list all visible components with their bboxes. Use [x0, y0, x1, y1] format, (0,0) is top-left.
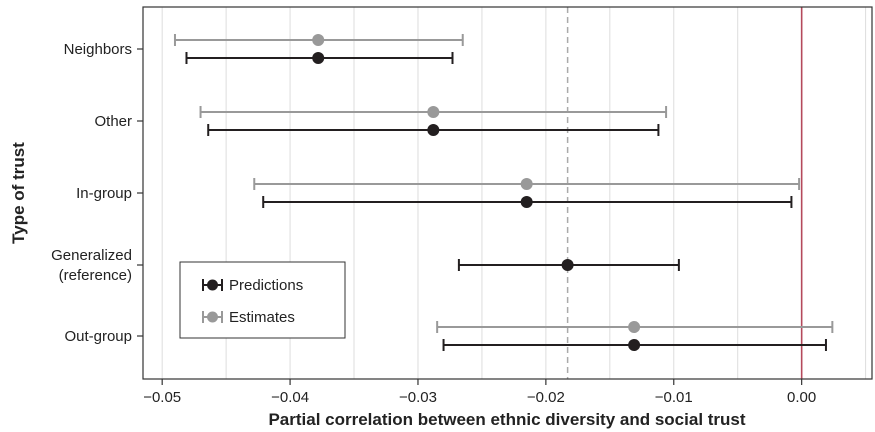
legend: Predictions Estimates — [179, 261, 346, 339]
legend-swatch-point — [207, 279, 218, 291]
x-tick-label: 0.00 — [787, 389, 816, 406]
legend-box — [179, 261, 346, 339]
predictions-point — [561, 259, 574, 271]
y-category-label: Neighbors — [64, 41, 132, 58]
estimates-point — [628, 321, 641, 333]
estimates-point — [312, 34, 325, 46]
predictions-point — [427, 124, 440, 136]
y-category-label: In-group — [76, 185, 132, 202]
reference-lines — [566, 7, 803, 379]
estimates-point — [520, 178, 533, 190]
estimates-point — [427, 106, 440, 118]
x-axis: −0.05 −0.04 −0.03 −0.02 −0.01 0.00 — [143, 379, 816, 406]
x-tick-label: −0.05 — [143, 389, 181, 406]
x-tick-label: −0.04 — [271, 389, 309, 406]
legend-swatch-point — [207, 311, 218, 323]
series-layer — [173, 34, 834, 351]
x-tick-label: −0.02 — [527, 389, 565, 406]
y-category-label: Generalized (reference) — [51, 247, 132, 284]
x-tick-label: −0.03 — [399, 389, 437, 406]
legend-label: Predictions — [229, 277, 303, 294]
y-category-label: Out-group — [64, 328, 132, 345]
y-category-label: Other — [94, 113, 132, 130]
predictions-point — [628, 339, 641, 351]
predictions-point — [520, 196, 533, 208]
predictions-point — [312, 52, 325, 64]
y-axis-title: Type of trust — [9, 142, 28, 244]
legend-label: Estimates — [229, 309, 295, 326]
x-tick-label: −0.01 — [655, 389, 693, 406]
x-axis-title: Partial correlation between ethnic diver… — [268, 410, 745, 429]
y-axis: Neighbors Other In-group Generalized (refere… — [51, 41, 143, 345]
